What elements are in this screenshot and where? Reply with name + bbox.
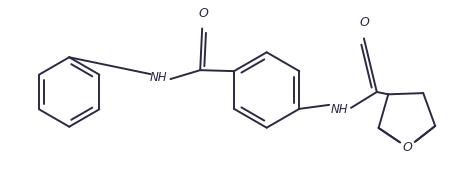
Text: O: O (198, 7, 208, 20)
Text: O: O (360, 16, 370, 30)
Text: NH: NH (150, 71, 167, 84)
Text: O: O (403, 141, 413, 154)
Circle shape (399, 139, 417, 156)
Text: NH: NH (330, 103, 348, 116)
